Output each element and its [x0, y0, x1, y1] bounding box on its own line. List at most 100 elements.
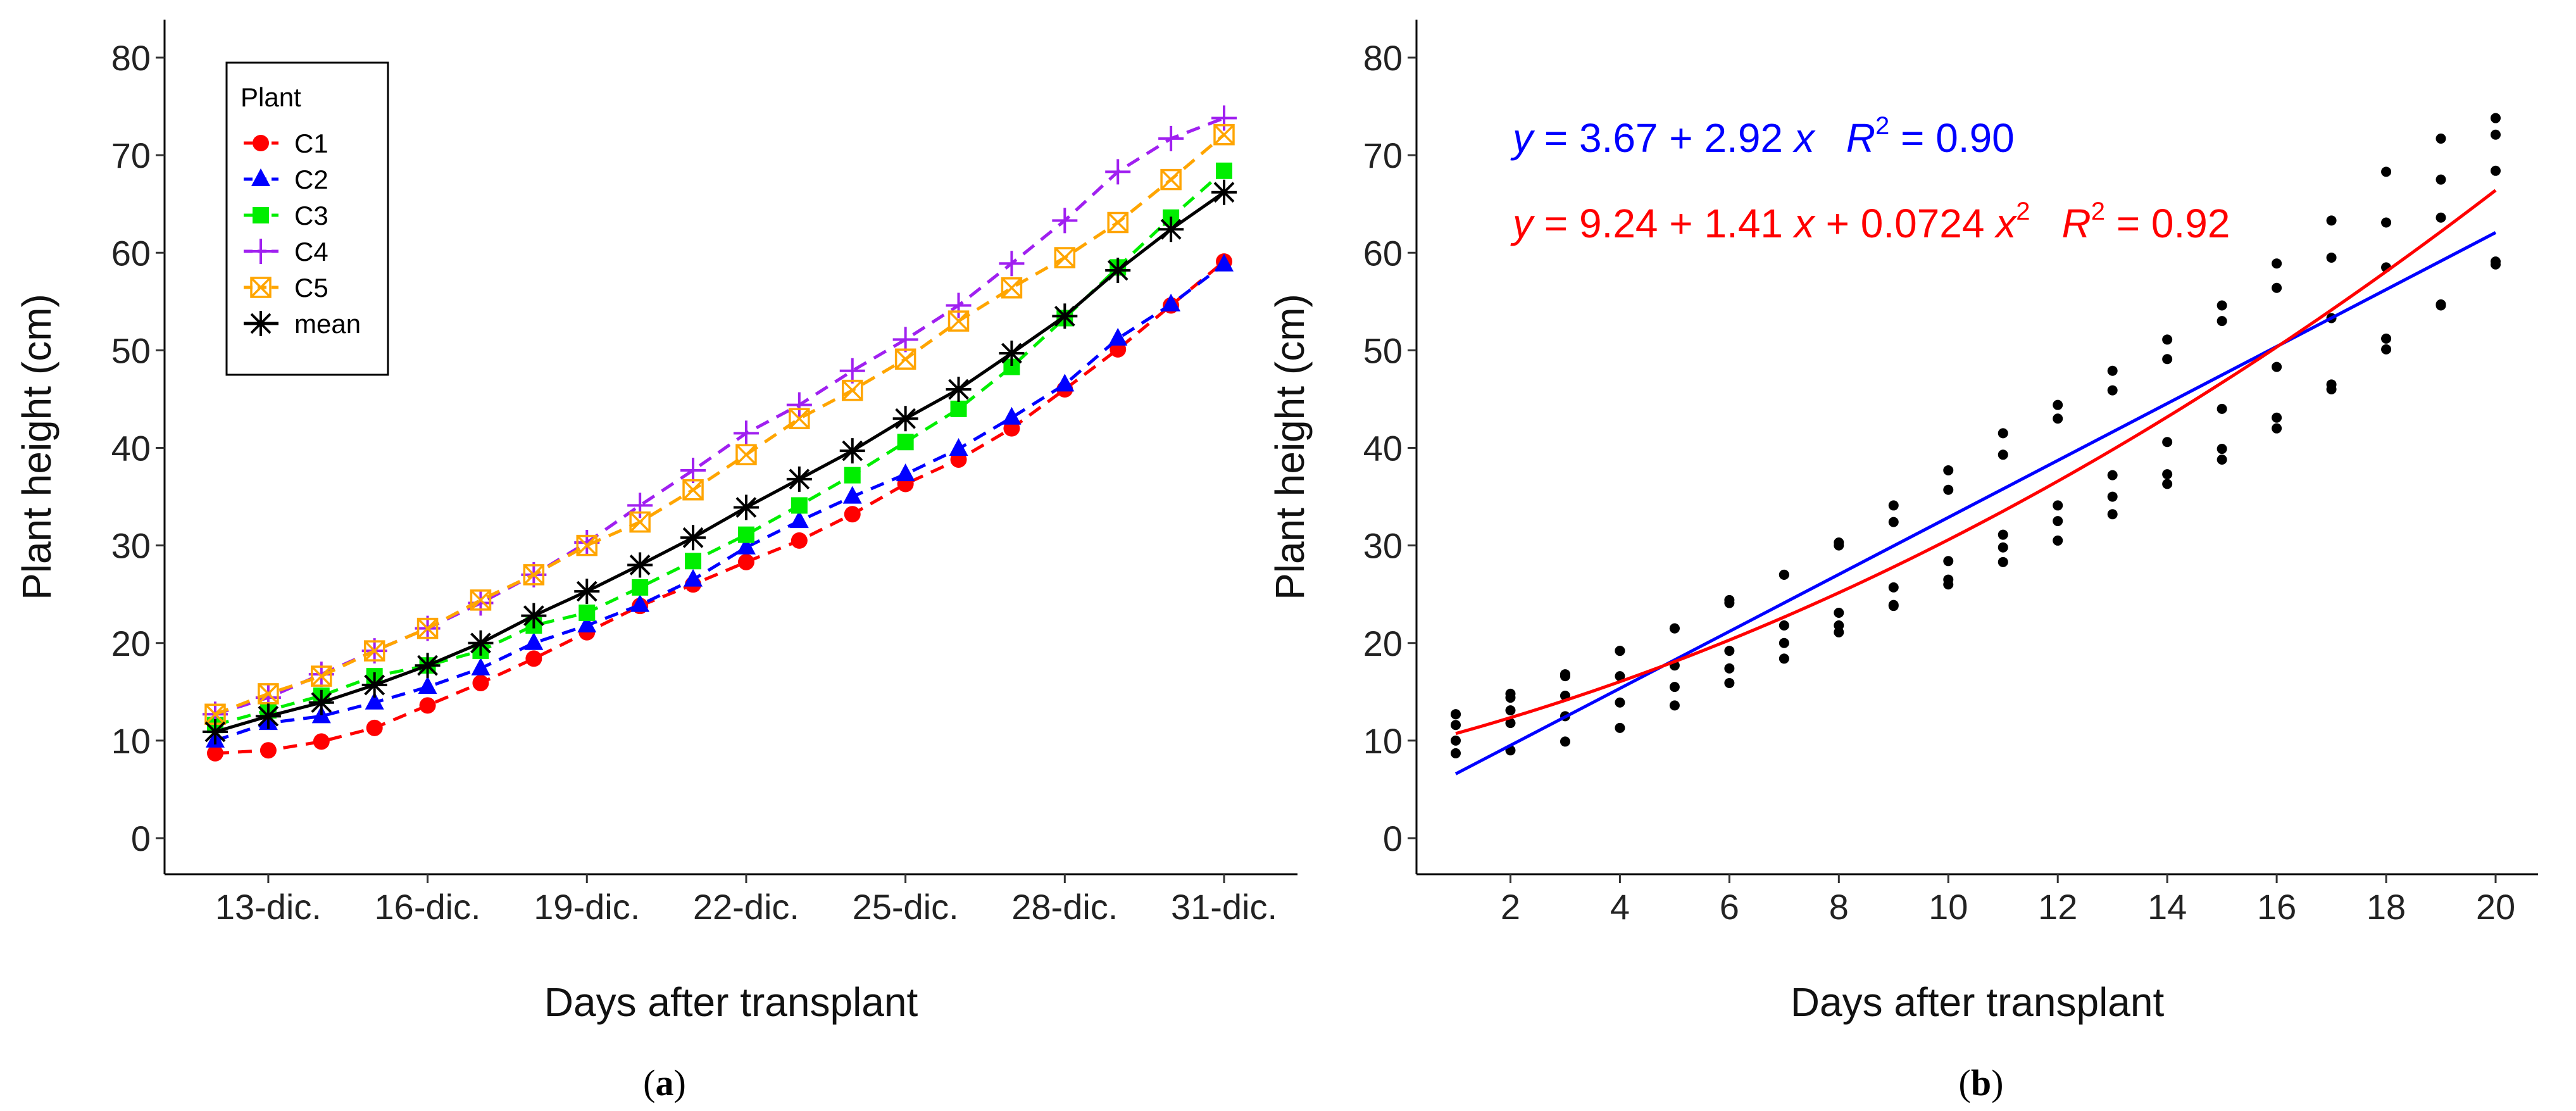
data-point-C2 — [1002, 406, 1022, 425]
data-point — [1669, 682, 1680, 693]
data-point — [2053, 399, 2063, 410]
data-point — [1505, 705, 1516, 716]
x-tick-label: 20 — [2476, 887, 2515, 927]
legend-label-C4: C4 — [294, 237, 328, 267]
data-point-C4 — [786, 392, 812, 418]
data-point-C1 — [419, 697, 436, 714]
data-point-C1 — [207, 744, 223, 762]
data-point-C3 — [791, 497, 808, 514]
data-point-C4 — [1052, 208, 1078, 234]
data-point-mean — [680, 525, 706, 551]
legend-label-C2: C2 — [294, 165, 328, 194]
equation-quadratic: y = 9.24 + 1.41 x + 0.0724 x2 R2 = 0.92 — [1510, 198, 2230, 246]
data-point-mean — [627, 552, 653, 578]
data-point — [2326, 379, 2337, 390]
data-point — [1724, 677, 1735, 688]
data-point — [1615, 646, 1625, 656]
data-point — [2162, 479, 2173, 489]
x-tick-label: 10 — [1929, 887, 1968, 927]
fit-line-quadratic — [1455, 189, 2497, 736]
equation-linear: y = 3.67 + 2.92 x R2 = 0.90 — [1510, 112, 2015, 161]
data-point — [2162, 334, 2173, 345]
y-tick-label: 80 — [111, 38, 151, 78]
x-tick-label: 2 — [1501, 887, 1520, 927]
data-point-C2 — [524, 632, 544, 650]
data-point-mean — [203, 719, 228, 744]
data-point — [1451, 720, 1461, 731]
data-point-C4 — [892, 327, 918, 353]
data-point-C5 — [363, 640, 385, 662]
data-point — [1779, 569, 1789, 580]
data-point-mean — [946, 377, 972, 403]
y-tick-label: 40 — [1363, 429, 1403, 468]
data-point-C4 — [627, 493, 653, 518]
data-point-mean — [839, 438, 865, 464]
data-point — [1888, 517, 1899, 527]
data-point-C3 — [632, 579, 649, 596]
data-point-C5 — [576, 534, 598, 556]
data-point-C2 — [418, 676, 437, 694]
data-point — [2491, 259, 2501, 270]
data-point-C4 — [839, 358, 865, 384]
data-point — [1834, 607, 1844, 618]
caption-b: (b) — [1959, 1062, 2004, 1103]
y-tick-label: 50 — [111, 330, 151, 370]
data-point-C2 — [684, 568, 703, 587]
x-tick-label: 16-dic. — [375, 887, 481, 927]
data-point-C2 — [1215, 253, 1234, 272]
data-point-mean — [361, 672, 387, 698]
fit-line-linear — [1454, 231, 2497, 775]
data-point — [1669, 700, 1680, 711]
y-axis-title: Plant height (cm) — [14, 294, 59, 600]
data-point-mean — [733, 494, 759, 520]
svg-text:y = 9.24 + 1.41 x + 0.0724 x2R: y = 9.24 + 1.41 x + 0.0724 x2 R2 = 0.92 — [1510, 198, 2230, 246]
data-point — [1451, 748, 1461, 758]
data-point-C2 — [842, 486, 862, 504]
data-point — [2381, 217, 2392, 228]
data-point-C5 — [841, 379, 863, 401]
data-point — [2107, 491, 2118, 502]
data-point — [1615, 722, 1625, 733]
data-point-C5 — [629, 511, 651, 533]
data-point-C4 — [1158, 125, 1184, 151]
y-tick-label: 20 — [1363, 624, 1403, 663]
data-point — [2272, 423, 2282, 434]
caption-a: (a) — [643, 1062, 686, 1103]
y-axis-title: Plant height (cm) — [1267, 294, 1313, 600]
data-point — [1669, 623, 1680, 634]
data-point-C3 — [844, 467, 861, 484]
data-point — [2491, 165, 2501, 176]
data-point-C2 — [1055, 373, 1075, 392]
data-point-C3 — [950, 400, 967, 417]
data-point-C1 — [313, 733, 330, 750]
data-point-C2 — [949, 438, 968, 456]
data-point — [2216, 444, 2227, 455]
series-C5 — [204, 124, 1235, 725]
data-point-C5 — [789, 408, 810, 430]
legend-label-C1: C1 — [294, 129, 328, 158]
data-point — [1779, 653, 1789, 664]
data-point-C5 — [682, 479, 704, 501]
data-point-C4 — [946, 292, 972, 318]
series-line-C4 — [215, 116, 1225, 716]
data-point — [1888, 500, 1899, 511]
x-axis-title: Days after transplant — [544, 979, 918, 1025]
data-point — [1505, 718, 1516, 729]
data-point — [2162, 354, 2173, 365]
legend-label-mean: mean — [294, 309, 361, 339]
y-tick-label: 30 — [1363, 526, 1403, 566]
legend-marker-C4 — [248, 239, 273, 264]
data-point — [1998, 449, 2008, 460]
data-point-C5 — [1001, 277, 1023, 299]
data-point — [1834, 620, 1844, 631]
data-point — [2053, 413, 2063, 424]
y-tick-label: 10 — [1363, 721, 1403, 761]
data-point-C4 — [999, 251, 1025, 277]
data-point-mean — [521, 603, 547, 629]
data-point — [1451, 735, 1461, 746]
x-tick-label: 19-dic. — [534, 887, 640, 927]
scatter-points — [1451, 113, 2501, 758]
data-point — [1505, 688, 1516, 699]
data-point-C5 — [894, 348, 916, 370]
x-tick-label: 14 — [2148, 887, 2187, 927]
